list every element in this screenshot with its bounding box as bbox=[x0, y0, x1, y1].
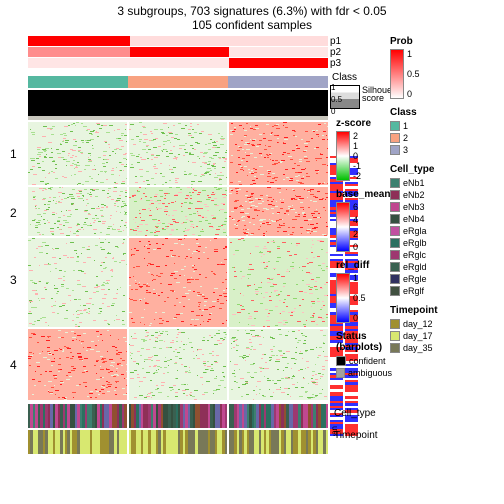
legends: Prob10.50Class123Cell_typeeNb1eNb2eNb3eN… bbox=[390, 36, 500, 362]
sil-ticks: 10.50 bbox=[331, 82, 342, 118]
subtitle: 105 confident samples bbox=[0, 18, 504, 32]
title: 3 subgroups, 703 signatures (6.3%) with … bbox=[0, 0, 504, 18]
silhouette-bar bbox=[28, 90, 328, 120]
class-bar bbox=[28, 76, 328, 88]
bottom-annotation bbox=[28, 404, 328, 454]
p-labels: p1p2p3 bbox=[330, 36, 341, 69]
prob-bars bbox=[28, 36, 328, 74]
timepoint-label: Timepoint bbox=[334, 430, 378, 441]
main-panel: 1234 base_meanrel_diff p1p2p3 bbox=[28, 36, 328, 476]
celltype-label: Cell_type bbox=[334, 408, 376, 419]
heatmap: 1234 bbox=[28, 122, 328, 402]
